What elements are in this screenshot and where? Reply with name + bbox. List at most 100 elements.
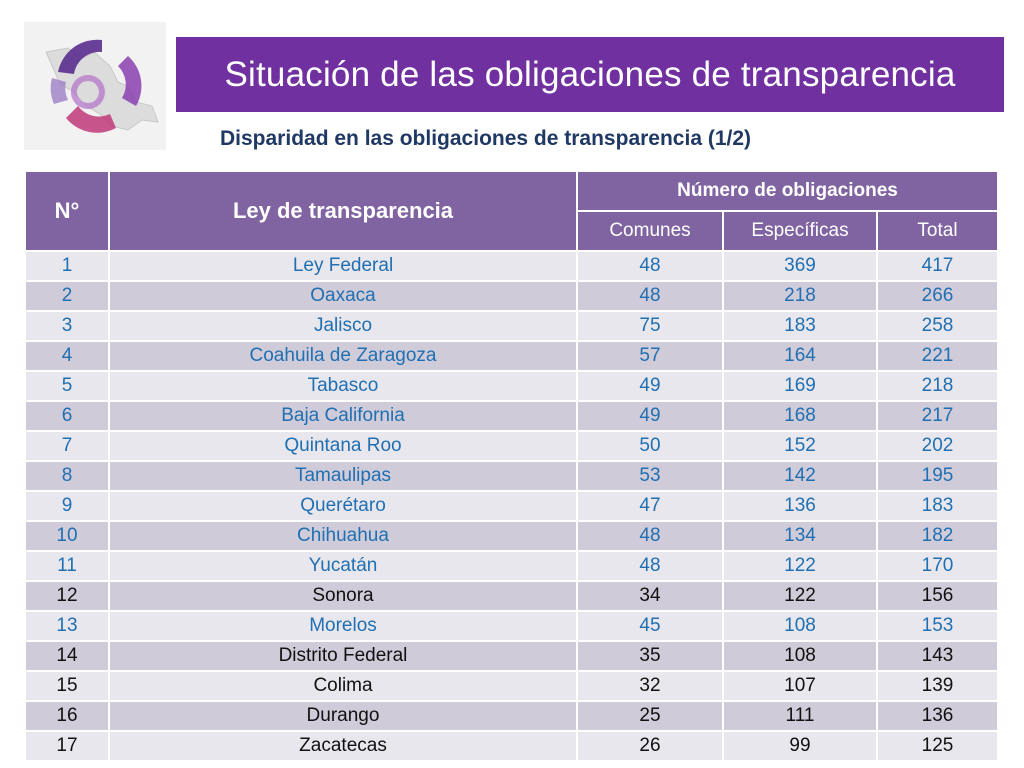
cell-common: 35: [576, 640, 724, 672]
cell-common: 48: [576, 520, 724, 552]
cell-num: 16: [24, 700, 110, 732]
table-row: 13 Morelos 45 108 153: [24, 610, 999, 642]
cell-law: Coahuila de Zaragoza: [108, 340, 578, 372]
column-header-total: Total: [876, 210, 999, 252]
cell-num: 3: [24, 310, 110, 342]
table-body: 1 Ley Federal 48 369 417 2 Oaxaca 48 218 266 3 Jali…: [24, 250, 999, 762]
cell-num: 12: [24, 580, 110, 612]
cell-specific: 108: [722, 610, 878, 642]
cell-num: 17: [24, 730, 110, 762]
cell-num: 13: [24, 610, 110, 642]
page-title: Situación de las obligaciones de transpa…: [224, 54, 956, 94]
cell-law: Distrito Federal: [108, 640, 578, 672]
cell-num: 8: [24, 460, 110, 492]
cell-total: 139: [876, 670, 999, 702]
cell-law: Yucatán: [108, 550, 578, 582]
table-row: 17 Zacatecas 26 99 125: [24, 730, 999, 762]
cell-specific: 136: [722, 490, 878, 522]
cell-common: 49: [576, 370, 724, 402]
cell-total: 221: [876, 340, 999, 372]
table-row: 15 Colima 32 107 139: [24, 670, 999, 702]
table-row: 16 Durango 25 111 136: [24, 700, 999, 732]
cell-law: Tabasco: [108, 370, 578, 402]
cell-specific: 99: [722, 730, 878, 762]
cell-num: 6: [24, 400, 110, 432]
cell-num: 14: [24, 640, 110, 672]
cell-total: 183: [876, 490, 999, 522]
cell-common: 75: [576, 310, 724, 342]
cell-law: Querétaro: [108, 490, 578, 522]
cell-law: Colima: [108, 670, 578, 702]
table-row: 12 Sonora 34 122 156: [24, 580, 999, 612]
table-row: 11 Yucatán 48 122 170: [24, 550, 999, 582]
cell-total: 153: [876, 610, 999, 642]
cell-specific: 134: [722, 520, 878, 552]
cell-common: 48: [576, 280, 724, 312]
cell-specific: 111: [722, 700, 878, 732]
cell-specific: 122: [722, 550, 878, 582]
column-group-header-obligations: Número de obligaciones: [576, 170, 999, 212]
cell-specific: 369: [722, 250, 878, 282]
cell-total: 266: [876, 280, 999, 312]
cell-common: 34: [576, 580, 724, 612]
cell-num: 2: [24, 280, 110, 312]
title-bar: Situación de las obligaciones de transpa…: [176, 37, 1004, 112]
cell-total: 143: [876, 640, 999, 672]
cell-common: 48: [576, 250, 724, 282]
cell-num: 15: [24, 670, 110, 702]
ifai-ring-logo-icon: [24, 22, 166, 150]
cell-total: 182: [876, 520, 999, 552]
cell-law: Baja California: [108, 400, 578, 432]
table-row: 10 Chihuahua 48 134 182: [24, 520, 999, 552]
cell-total: 218: [876, 370, 999, 402]
cell-common: 26: [576, 730, 724, 762]
cell-common: 49: [576, 400, 724, 432]
cell-law: Zacatecas: [108, 730, 578, 762]
table-row: 3 Jalisco 75 183 258: [24, 310, 999, 342]
cell-common: 53: [576, 460, 724, 492]
cell-specific: 218: [722, 280, 878, 312]
cell-law: Tamaulipas: [108, 460, 578, 492]
cell-common: 47: [576, 490, 724, 522]
table-row: 6 Baja California 49 168 217: [24, 400, 999, 432]
cell-law: Jalisco: [108, 310, 578, 342]
cell-num: 11: [24, 550, 110, 582]
table-row: 1 Ley Federal 48 369 417: [24, 250, 999, 282]
cell-num: 4: [24, 340, 110, 372]
cell-specific: 108: [722, 640, 878, 672]
cell-specific: 164: [722, 340, 878, 372]
cell-total: 156: [876, 580, 999, 612]
column-header-num: N°: [24, 170, 110, 252]
table-row: 7 Quintana Roo 50 152 202: [24, 430, 999, 462]
cell-common: 32: [576, 670, 724, 702]
cell-total: 258: [876, 310, 999, 342]
table-row: 9 Querétaro 47 136 183: [24, 490, 999, 522]
cell-law: Morelos: [108, 610, 578, 642]
cell-common: 48: [576, 550, 724, 582]
cell-specific: 183: [722, 310, 878, 342]
obligations-table: N° Ley de transparencia Número de obliga…: [24, 170, 999, 762]
cell-common: 45: [576, 610, 724, 642]
table-subtitle: Disparidad en las obligaciones de transp…: [220, 127, 752, 150]
column-header-law: Ley de transparencia: [108, 170, 578, 252]
cell-total: 170: [876, 550, 999, 582]
table-row: 4 Coahuila de Zaragoza 57 164 221: [24, 340, 999, 372]
cell-law: Sonora: [108, 580, 578, 612]
cell-specific: 107: [722, 670, 878, 702]
table-row: 2 Oaxaca 48 218 266: [24, 280, 999, 312]
cell-total: 195: [876, 460, 999, 492]
cell-common: 57: [576, 340, 724, 372]
table-row: 8 Tamaulipas 53 142 195: [24, 460, 999, 492]
cell-specific: 142: [722, 460, 878, 492]
table-row: 5 Tabasco 49 169 218: [24, 370, 999, 402]
cell-total: 202: [876, 430, 999, 462]
table-row: 14 Distrito Federal 35 108 143: [24, 640, 999, 672]
cell-specific: 152: [722, 430, 878, 462]
cell-specific: 122: [722, 580, 878, 612]
cell-common: 25: [576, 700, 724, 732]
cell-law: Oaxaca: [108, 280, 578, 312]
cell-num: 7: [24, 430, 110, 462]
cell-law: Quintana Roo: [108, 430, 578, 462]
cell-specific: 169: [722, 370, 878, 402]
column-header-common: Comunes: [576, 210, 724, 252]
